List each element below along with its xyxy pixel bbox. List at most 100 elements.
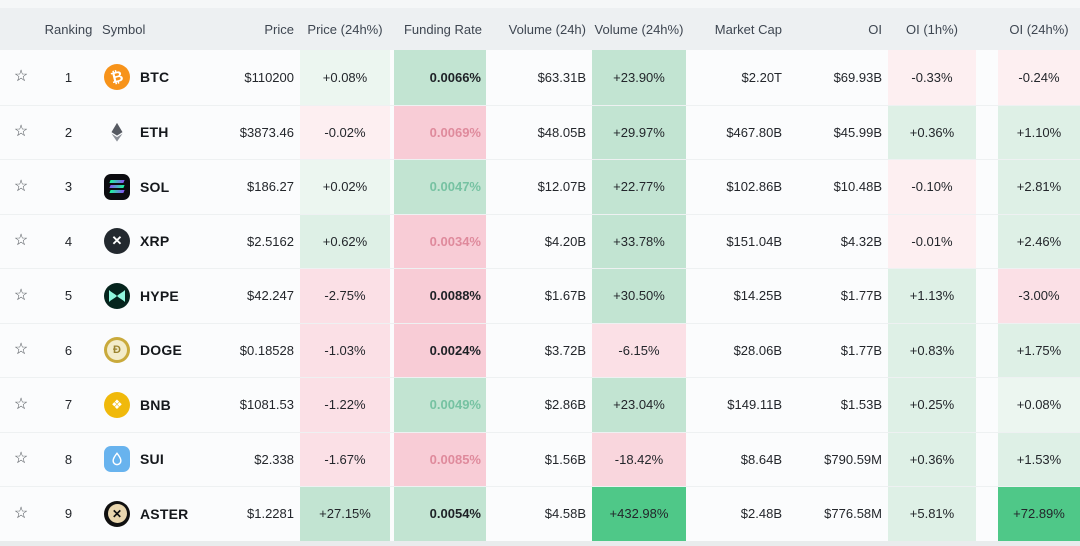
open-interest: $69.93B [833,69,882,85]
volume-24h-change: +30.50% [592,269,686,323]
aster-icon: ✕ [104,500,130,527]
table-row[interactable]: ☆ 3 SOL $186.27 +0.02% 0.0047% $12.07B +… [0,159,1080,214]
price-value: $42.247 [247,288,294,304]
band-gap-2 [976,378,998,432]
table-row[interactable]: ☆ 1 ₿ BTC $110200 +0.08% 0.0066% $63.31B… [0,50,1080,105]
symbol-cell[interactable]: ❖ BNB [95,378,208,432]
top-strip [0,0,1080,8]
table-row[interactable]: ☆ 6 Ð DOGE $0.18528 -1.03% 0.0024% $3.72… [0,322,1080,378]
star-outline-icon[interactable]: ☆ [13,286,29,304]
symbol-cell[interactable]: HYPE [95,269,208,323]
star-outline-icon[interactable]: ☆ [13,450,29,468]
price-value: $2.338 [254,451,294,467]
header-ranking[interactable]: Ranking [44,21,93,37]
sol-icon [104,173,130,200]
oi-24h-change: +72.89% [998,487,1080,541]
xrp-icon: ✕ [104,228,130,255]
star-outline-icon[interactable]: ☆ [13,232,29,250]
oi-1h-change: +0.83% [888,323,976,377]
volume-24h-change: -6.15% [592,323,686,377]
band-gap-2 [976,50,998,105]
price-value: $3873.46 [239,124,294,140]
table-row[interactable]: ☆ 8 SUI $2.338 -1.67% 0.0085% $1.56B -18… [0,431,1080,487]
symbol-label: HYPE [140,287,179,304]
symbol-cell[interactable]: ₿ BTC [95,50,208,105]
oi-1h-change: +5.81% [888,487,976,541]
oi-24h-change: +1.10% [998,105,1080,159]
header-oi-1h[interactable]: OI (1h%) [905,21,958,37]
header-oi[interactable]: OI [868,21,882,37]
star-outline-icon[interactable]: ☆ [13,177,29,195]
price-24h-change: +0.08% [300,50,390,105]
header-price-24h[interactable]: Price (24h%) [307,21,383,37]
star-outline-icon[interactable]: ☆ [13,395,29,413]
doge-icon: Ð [104,337,130,364]
table-row[interactable]: ☆ 7 ❖ BNB $1081.53 -1.22% 0.0049% $2.86B… [0,377,1080,432]
symbol-cell[interactable]: SOL [95,160,208,214]
open-interest: $4.32B [840,233,882,249]
table-row[interactable]: ☆ 2 ETH $3873.46 -0.02% 0.0069% $48.05B … [0,104,1080,160]
oi-1h-change: -0.33% [888,50,976,105]
market-cap: $28.06B [733,342,782,358]
header-price[interactable]: Price [264,21,294,37]
table-row[interactable]: ☆ 5 HYPE $42.247 -2.75% 0.0088% $1.67B +… [0,268,1080,323]
symbol-cell[interactable]: ETH [95,106,208,160]
band-gap-2 [976,487,998,541]
band-gap-2 [976,269,998,323]
star-outline-icon[interactable]: ☆ [13,68,29,86]
symbol-label: ETH [140,124,169,141]
price-value: $1081.53 [239,397,294,413]
price-24h-change: +27.15% [300,487,390,541]
market-cap: $149.11B [727,397,782,413]
volume-24h-change: +432.98% [592,487,686,541]
price-value: $0.18528 [239,342,294,358]
symbol-cell[interactable]: Ð DOGE [95,324,208,378]
price-value: $2.5162 [247,233,294,249]
band-gap-2 [976,160,998,214]
volume-24h: $63.31B [537,69,586,85]
symbol-cell[interactable]: ✕ XRP [95,215,208,269]
header-volume-24h-pct[interactable]: Volume (24h%) [594,21,684,37]
volume-24h: $1.67B [544,288,586,304]
price-24h-change: -2.75% [300,269,390,323]
header-market-cap[interactable]: Market Cap [714,21,782,37]
market-cap: $14.25B [733,288,782,304]
funding-rate: 0.0054% [394,487,486,541]
funding-rate: 0.0088% [394,269,486,323]
price-value: $110200 [244,69,294,85]
symbol-cell[interactable]: SUI [95,433,208,487]
table-row[interactable]: ☆ 9 ✕ ASTER $1.2281 +27.15% 0.0054% $4.5… [0,486,1080,541]
star-outline-icon[interactable]: ☆ [13,341,29,359]
volume-24h-change: +33.78% [592,214,686,268]
oi-1h-change: +0.36% [888,432,976,486]
star-outline-icon[interactable]: ☆ [13,504,29,522]
market-cap: $2.20T [741,69,782,85]
rank-value: 6 [64,342,73,358]
oi-24h-change: +1.53% [998,432,1080,486]
funding-rate: 0.0047% [394,160,486,214]
volume-24h: $4.58B [544,506,586,522]
volume-24h-change: -18.42% [592,432,686,486]
header-symbol[interactable]: Symbol [102,21,146,37]
symbol-cell[interactable]: ✕ ASTER [95,487,208,541]
funding-rate: 0.0024% [394,323,486,377]
star-outline-icon[interactable]: ☆ [13,123,29,141]
table-row[interactable]: ☆ 4 ✕ XRP $2.5162 +0.62% 0.0034% $4.20B … [0,213,1080,269]
oi-24h-change: +2.81% [998,160,1080,214]
header-volume-24h[interactable]: Volume (24h) [508,21,586,37]
price-value: $186.27 [247,179,294,195]
volume-24h-change: +29.97% [592,105,686,159]
oi-24h-change: -3.00% [998,269,1080,323]
market-cap: $2.48B [740,506,782,522]
btc-icon: ₿ [104,64,130,91]
volume-24h-change: +23.90% [592,50,686,105]
volume-24h: $1.56B [544,451,586,467]
volume-24h-change: +22.77% [592,160,686,214]
funding-rate: 0.0066% [394,50,486,105]
header-oi-24h[interactable]: OI (24h%) [1009,21,1069,37]
oi-1h-change: -0.10% [888,160,976,214]
header-funding-rate[interactable]: Funding Rate [403,21,482,37]
header-gap-2 [976,8,998,50]
symbol-label: SOL [140,178,170,195]
